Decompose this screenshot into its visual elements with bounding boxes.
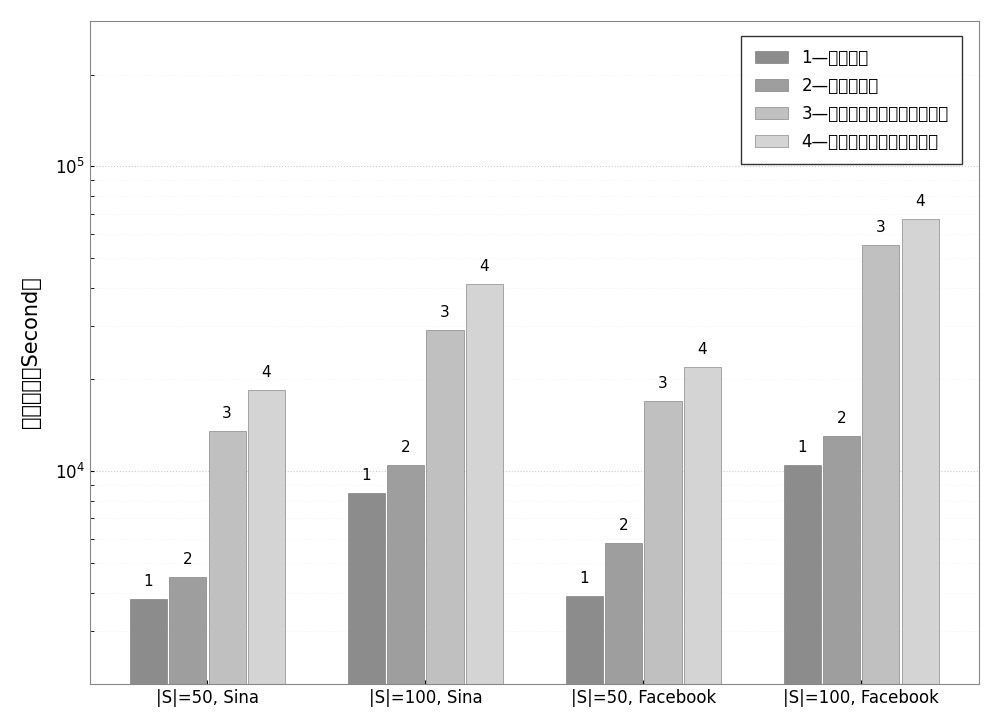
Bar	[784, 464, 821, 728]
Bar	[644, 401, 682, 728]
Text: 3: 3	[440, 305, 450, 320]
Text: 3: 3	[876, 221, 886, 235]
Text: 2: 2	[183, 552, 193, 566]
Text: 2: 2	[401, 440, 411, 454]
Text: 2: 2	[837, 411, 847, 427]
Bar	[566, 596, 603, 728]
Text: 4: 4	[261, 365, 271, 379]
Bar	[684, 367, 721, 728]
Text: 3: 3	[222, 406, 232, 422]
Y-axis label: 运行时间（Second）: 运行时间（Second）	[21, 277, 41, 429]
Text: 1: 1	[362, 467, 371, 483]
Text: 1: 1	[580, 571, 589, 586]
Bar	[348, 493, 385, 728]
Bar	[862, 245, 899, 728]
Bar	[387, 464, 424, 728]
Text: 1: 1	[144, 574, 153, 589]
Bar	[426, 331, 464, 728]
Legend: 1—出度算法, 2—中心度算法, 3—基于话题模型的中心度算法, 4—基于话题模型的出度算法: 1—出度算法, 2—中心度算法, 3—基于话题模型的中心度算法, 4—基于话题模…	[741, 36, 962, 165]
Bar	[823, 437, 860, 728]
Bar	[209, 432, 246, 728]
Bar	[902, 219, 939, 728]
Bar	[248, 389, 285, 728]
Text: 2: 2	[619, 518, 629, 533]
Text: 3: 3	[658, 376, 668, 391]
Bar	[169, 577, 206, 728]
Text: 4: 4	[697, 341, 707, 357]
Bar	[130, 599, 167, 728]
Bar	[466, 285, 503, 728]
Bar	[605, 543, 642, 728]
Text: 4: 4	[915, 194, 925, 209]
Text: 4: 4	[479, 259, 489, 274]
Text: 1: 1	[798, 440, 807, 454]
